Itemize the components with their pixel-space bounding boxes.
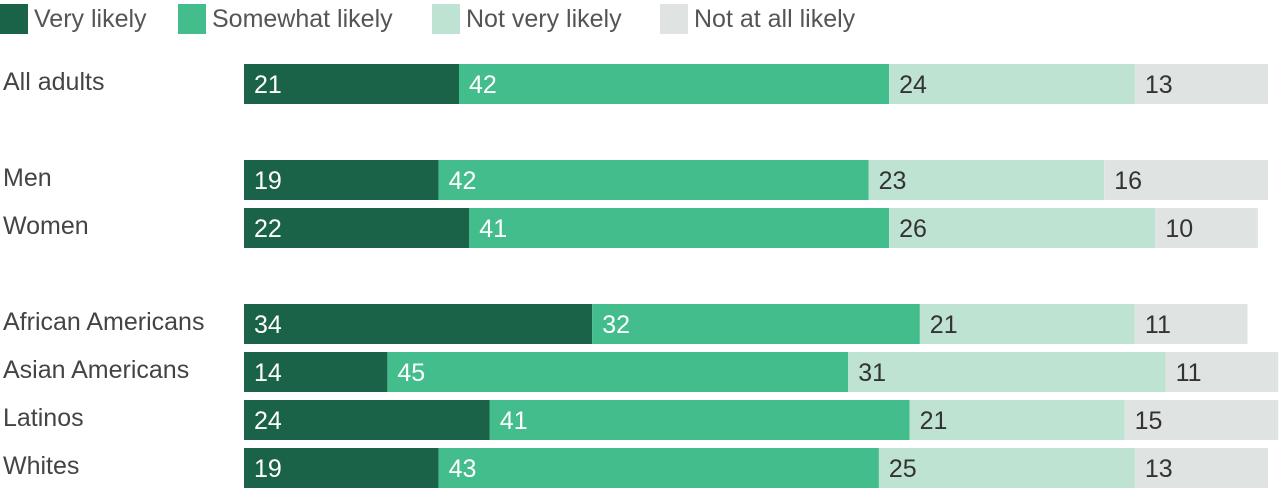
legend-label-very-likely: Very likely xyxy=(34,5,147,33)
bar-segment-not-very-likely xyxy=(889,208,1156,248)
bar-segment-somewhat-likely xyxy=(489,400,910,440)
value-label: 25 xyxy=(889,455,917,483)
legend-label-not-at-all-likely: Not at all likely xyxy=(694,5,856,33)
bar-segment-somewhat-likely xyxy=(387,352,849,392)
value-label: 43 xyxy=(449,455,477,483)
legend-swatch-somewhat-likely xyxy=(178,4,206,34)
bar-segment-very-likely xyxy=(244,160,439,200)
bar-segment-very-likely xyxy=(244,304,593,344)
value-label: 24 xyxy=(899,71,927,99)
value-label: 41 xyxy=(479,215,507,243)
legend-swatch-very-likely xyxy=(0,4,28,34)
value-label: 19 xyxy=(254,455,282,483)
bar-segment-somewhat-likely xyxy=(438,160,869,200)
value-label: 42 xyxy=(449,167,477,195)
bar-segment-not-very-likely xyxy=(889,64,1135,104)
bar-row-whites: Whites 19 43 25 13 xyxy=(3,448,1268,488)
category-label: Men xyxy=(3,164,52,192)
value-label: 26 xyxy=(899,215,927,243)
value-label: 24 xyxy=(254,407,282,435)
value-label: 13 xyxy=(1145,71,1173,99)
bar-row-all-adults: All adults 21 42 24 13 xyxy=(3,64,1268,104)
bar-segment-not-at-all-likely xyxy=(1134,304,1248,344)
bar-segment-not-at-all-likely xyxy=(1124,400,1279,440)
bar-segment-not-very-likely xyxy=(868,160,1105,200)
value-label: 21 xyxy=(930,311,958,339)
bar-segment-somewhat-likely xyxy=(438,448,879,488)
bar-segment-not-at-all-likely xyxy=(1165,352,1279,392)
category-label: African Americans xyxy=(3,308,204,336)
bar-segment-not-at-all-likely xyxy=(1155,208,1258,248)
category-label: Whites xyxy=(3,452,79,480)
value-label: 32 xyxy=(602,311,630,339)
bar-row-latinos: Latinos 24 41 21 15 xyxy=(3,400,1279,440)
legend-swatch-not-at-all-likely xyxy=(660,4,688,34)
bar-segment-not-very-likely xyxy=(848,352,1166,392)
value-label: 22 xyxy=(254,215,282,243)
legend-swatch-not-very-likely xyxy=(432,4,460,34)
bar-segment-not-very-likely xyxy=(878,448,1135,488)
value-label: 11 xyxy=(1176,359,1202,387)
value-label: 16 xyxy=(1114,167,1142,195)
legend-label-somewhat-likely: Somewhat likely xyxy=(212,5,393,33)
category-label: Latinos xyxy=(3,404,84,432)
value-label: 13 xyxy=(1145,455,1173,483)
bar-segment-not-at-all-likely xyxy=(1134,64,1268,104)
value-label: 45 xyxy=(397,359,425,387)
bar-row-women: Women 22 41 26 10 xyxy=(3,208,1258,248)
category-label: Women xyxy=(3,212,89,240)
bar-segment-very-likely xyxy=(244,208,470,248)
legend: Very likely Somewhat likely Not very lik… xyxy=(0,0,1280,36)
bar-segment-somewhat-likely xyxy=(469,208,890,248)
bar-segment-somewhat-likely xyxy=(592,304,920,344)
value-label: 11 xyxy=(1145,311,1171,339)
value-label: 19 xyxy=(254,167,282,195)
value-label: 31 xyxy=(858,359,886,387)
bar-segment-somewhat-likely xyxy=(459,64,890,104)
bar-segment-not-at-all-likely xyxy=(1104,160,1268,200)
value-label: 21 xyxy=(920,407,948,435)
bar-row-asian-americans: Asian Americans 14 45 31 11 xyxy=(3,352,1279,392)
category-label: All adults xyxy=(3,68,104,96)
bar-row-men: Men 19 42 23 16 xyxy=(3,160,1268,200)
bar-segment-not-very-likely xyxy=(909,400,1125,440)
value-label: 14 xyxy=(254,359,282,387)
value-label: 34 xyxy=(254,311,282,339)
category-label: Asian Americans xyxy=(3,356,189,384)
bar-segment-very-likely xyxy=(244,400,490,440)
legend-label-not-very-likely: Not very likely xyxy=(466,5,622,33)
value-label: 15 xyxy=(1135,407,1163,435)
value-label: 10 xyxy=(1165,215,1193,243)
bar-row-african-americans: African Americans 34 32 21 11 xyxy=(3,304,1248,344)
bar-segment-very-likely xyxy=(244,64,459,104)
value-label: 41 xyxy=(500,407,528,435)
value-label: 23 xyxy=(879,167,907,195)
bar-segment-very-likely xyxy=(244,352,388,392)
bar-segment-very-likely xyxy=(244,448,439,488)
value-label: 42 xyxy=(469,71,497,99)
bar-segment-not-at-all-likely xyxy=(1134,448,1268,488)
value-label: 21 xyxy=(254,71,282,99)
bar-segment-not-very-likely xyxy=(919,304,1135,344)
